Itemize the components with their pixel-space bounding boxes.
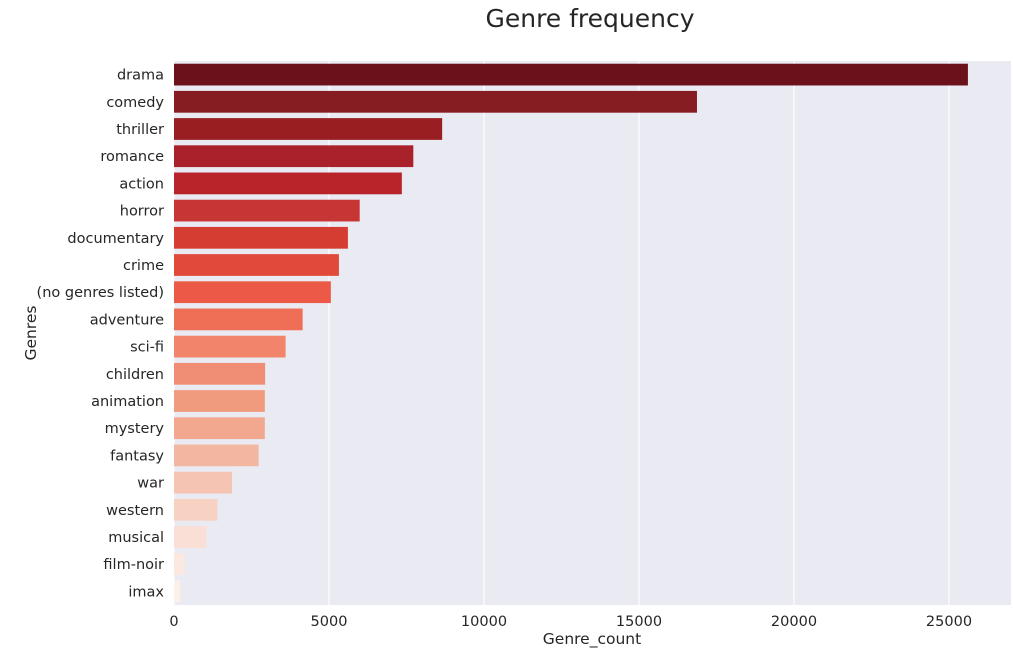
- x-tick-label: 25000: [926, 614, 972, 630]
- bar-comedy: [174, 90, 697, 113]
- y-tick-label: documentary: [67, 231, 164, 247]
- bar-children: [174, 362, 266, 385]
- y-tick-label: adventure: [90, 312, 164, 328]
- y-tick-label: western: [106, 503, 164, 519]
- y-tick-label: film-noir: [103, 557, 164, 573]
- y-tick-label: fantasy: [110, 448, 164, 464]
- bar-musical: [174, 526, 207, 548]
- plot-background: [174, 61, 1011, 605]
- x-axis-label: Genre_count: [543, 630, 641, 649]
- y-tick-label: children: [106, 367, 164, 383]
- y-tick-label: animation: [91, 394, 164, 410]
- bar-action: [174, 172, 402, 195]
- bar-imax: [174, 580, 181, 603]
- y-tick-label: action: [119, 176, 164, 192]
- x-tick-label: 0: [169, 614, 178, 630]
- x-tick-labels: 0 5000 10000 15000 20000 25000: [169, 614, 972, 630]
- x-tick-label: 15000: [616, 614, 662, 630]
- bar-war: [174, 471, 232, 494]
- bar-mystery: [174, 417, 265, 440]
- y-tick-label: sci-fi: [130, 340, 164, 356]
- y-axis-label: Genres: [22, 305, 40, 360]
- y-tick-label: thriller: [116, 122, 164, 138]
- bar-drama: [174, 63, 968, 86]
- y-tick-label: horror: [120, 204, 164, 220]
- y-tick-label: crime: [123, 258, 164, 274]
- x-tick-label: 10000: [461, 614, 507, 630]
- y-tick-label: musical: [108, 530, 164, 546]
- y-tick-label: war: [137, 476, 164, 492]
- bar-animation: [174, 390, 265, 412]
- bars: [174, 63, 968, 603]
- y-tick-label: (no genres listed): [37, 285, 164, 301]
- bar-crime: [174, 254, 339, 276]
- bar-fantasy: [174, 444, 259, 467]
- bar-film-noir: [174, 553, 185, 576]
- bar-horror: [174, 199, 360, 222]
- y-tick-labels: drama comedy thriller romance action horror do…: [37, 68, 165, 601]
- bar-sci-fi: [174, 335, 286, 358]
- y-tick-label: mystery: [105, 421, 165, 437]
- y-tick-label: imax: [128, 584, 164, 600]
- bar-adventure: [174, 308, 303, 331]
- y-tick-label: comedy: [106, 95, 164, 111]
- bar-thriller: [174, 118, 443, 140]
- chart-title: Genre frequency: [485, 4, 695, 33]
- x-tick-label: 5000: [311, 614, 348, 630]
- y-tick-label: romance: [100, 149, 164, 165]
- bar-documentary: [174, 226, 348, 249]
- y-tick-label: drama: [117, 68, 164, 84]
- bar-western: [174, 498, 218, 521]
- x-tick-label: 20000: [771, 614, 817, 630]
- bar-romance: [174, 145, 414, 168]
- bar-no-genres-listed: [174, 281, 331, 304]
